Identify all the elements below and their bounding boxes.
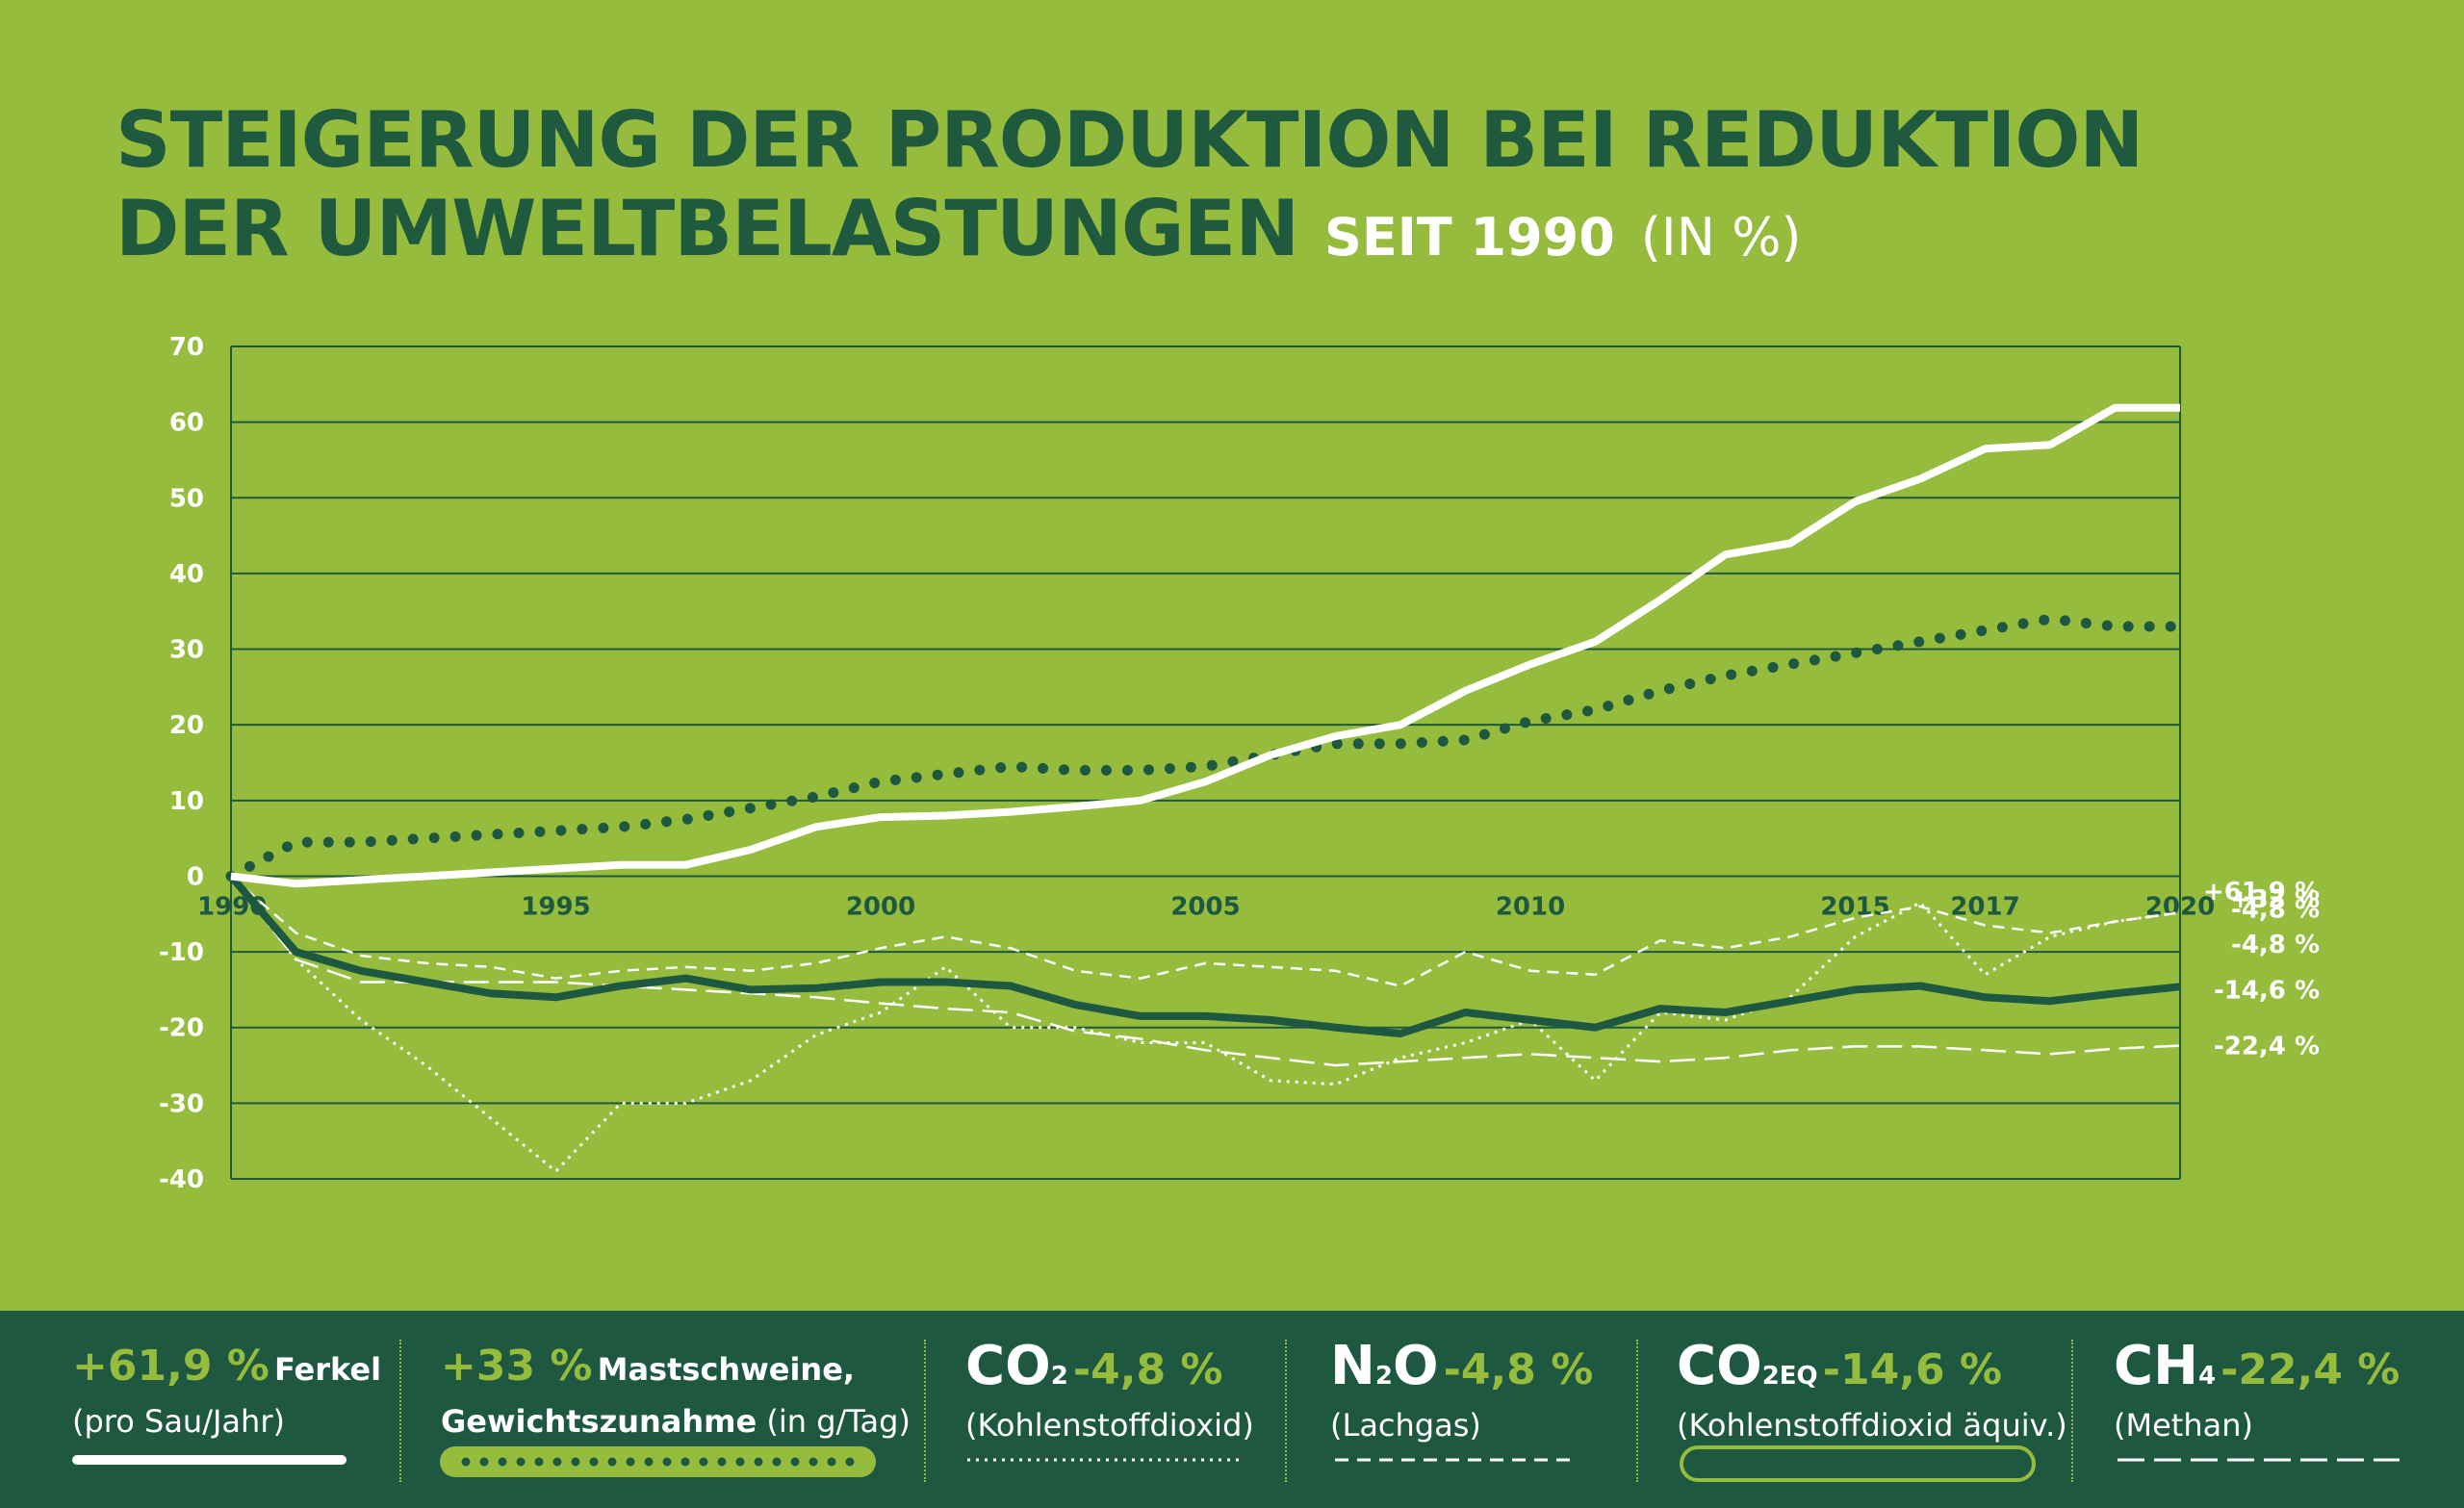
- grid: [230, 345, 2181, 1180]
- x-tick-label: 2000: [846, 892, 915, 921]
- legend-pct-mastschweine: +33 %: [441, 1342, 593, 1391]
- legend-item-n2o: N2O -4,8 % (Lachgas): [1330, 1340, 1593, 1444]
- legend-swatch-co2eq: [1680, 1445, 2036, 1482]
- legend-desc-ferkel: (pro Sau/Jahr): [72, 1403, 285, 1440]
- legend-desc-co2eq: (Kohlenstoffdioxid äquiv.): [1677, 1407, 2067, 1444]
- y-axis: 70 60 50 40 30 20 10 0 -10 -20 -30 -40: [159, 333, 204, 1194]
- legend-swatch-co2: [967, 1458, 1240, 1462]
- legend-separator: [2071, 1340, 2073, 1482]
- title-line-2: DER UMWELTBELASTUNGEN SEIT 1990 (IN %): [116, 185, 2143, 282]
- x-axis: 1990 1995 2000 2005 2010 2015 2017 2020: [197, 892, 2215, 921]
- series-line-co2eq: [227, 873, 2181, 1037]
- y-tick-label: 0: [187, 862, 204, 891]
- legend-pct-co2: -4,8 %: [1072, 1345, 1223, 1394]
- legend-pct-n2o: -4,8 %: [1443, 1345, 1594, 1394]
- series-lines: [225, 403, 2186, 1173]
- end-label-ferkel: +61,9 %: [2203, 878, 2320, 907]
- y-tick-label: 60: [169, 409, 204, 438]
- legend-gas-co2eq: CO2EQ: [1677, 1335, 1818, 1397]
- chart-title: STEIGERUNG DER PRODUKTION BEI REDUKTION …: [116, 96, 2143, 282]
- series-line-co2: [230, 875, 2181, 987]
- legend-bar: +61,9 % Ferkel (pro Sau/Jahr) +33 % Mast…: [0, 1311, 2464, 1508]
- series-line-mastschweine: [225, 613, 2186, 882]
- y-tick-label: 20: [169, 711, 204, 740]
- legend-swatch-ferkel: [72, 1455, 346, 1465]
- end-label-co2: -4,8 %: [2231, 895, 2320, 924]
- title-line-1: STEIGERUNG DER PRODUKTION BEI REDUKTION: [116, 95, 2143, 185]
- title-line-2-main: DER UMWELTBELASTUNGEN: [116, 184, 1299, 273]
- y-tick-label: -30: [159, 1089, 204, 1118]
- legend-item-mastschweine: +33 % Mastschweine, Gewichtszunahme (in …: [441, 1340, 911, 1441]
- end-label-mastschweine: +33 %: [2230, 885, 2320, 914]
- legend-gas-n2o: N2O: [1330, 1335, 1439, 1397]
- title-suffix-bold: SEIT 1990: [1324, 207, 1615, 268]
- legend-gas-ch4: CH4: [2114, 1335, 2217, 1397]
- legend-pct-ch4: -22,4 %: [2220, 1345, 2400, 1394]
- end-label-ch4: -22,4 %: [2214, 1033, 2320, 1061]
- series-line-ferkel: [230, 403, 2180, 888]
- legend-pct-co2eq: -14,6 %: [1822, 1345, 2002, 1394]
- legend-item-co2eq: CO2EQ -14,6 % (Kohlenstoffdioxid äquiv.): [1677, 1340, 2067, 1444]
- y-tick-label: 70: [169, 333, 204, 362]
- end-label-n2o: -4,8 %: [2231, 931, 2320, 959]
- legend-name-mastschweine: Mastschweine,: [597, 1351, 856, 1388]
- y-tick-label: -40: [159, 1165, 204, 1194]
- y-tick-label: 10: [169, 787, 204, 816]
- y-tick-label: -20: [159, 1014, 204, 1043]
- series-line-n2o: [229, 875, 2181, 1173]
- legend-item-ch4: CH4 -22,4 % (Methan): [2114, 1340, 2400, 1444]
- end-labels: +61,9 %+33 %-4,8 %-4,8 %-14,6 %-22,4 %: [2203, 878, 2320, 1061]
- y-tick-label: -10: [159, 938, 204, 967]
- legend-pct-ferkel: +61,9 %: [72, 1342, 270, 1391]
- y-tick-label: 50: [169, 484, 204, 513]
- legend-swatch-n2o: [1335, 1458, 1578, 1462]
- series-line-ch4: [230, 875, 2181, 1067]
- legend-desc-bold-mastschweine: Gewichtszunahme: [441, 1403, 757, 1440]
- legend-desc-mastschweine: (in g/Tag): [766, 1403, 911, 1440]
- x-tick-label: 1995: [521, 892, 590, 921]
- x-tick-label: 2017: [1950, 892, 2019, 921]
- y-tick-label: 30: [169, 636, 204, 665]
- legend-item-co2: CO2 -4,8 % (Kohlenstoffdioxid): [965, 1340, 1254, 1444]
- legend-separator: [399, 1340, 401, 1482]
- legend-separator: [1285, 1340, 1287, 1482]
- legend-desc-n2o: (Lachgas): [1330, 1407, 1481, 1444]
- end-label-co2eq: -14,6 %: [2214, 976, 2320, 1005]
- legend-gas-co2: CO2: [965, 1335, 1068, 1397]
- legend-separator: [924, 1340, 926, 1482]
- legend-desc-ch4: (Methan): [2114, 1407, 2253, 1444]
- legend-swatch-mastschweine: [440, 1446, 876, 1477]
- legend-item-ferkel: +61,9 % Ferkel (pro Sau/Jahr): [72, 1340, 381, 1441]
- y-tick-label: 40: [169, 560, 204, 589]
- x-tick-label: 2005: [1170, 892, 1240, 921]
- title-suffix-light: (IN %): [1640, 207, 1802, 268]
- x-tick-label: 2015: [1820, 892, 1889, 921]
- x-tick-label: 2010: [1496, 892, 1565, 921]
- legend-separator: [1636, 1340, 1638, 1482]
- legend-desc-co2: (Kohlenstoffdioxid): [965, 1407, 1254, 1444]
- legend-swatch-ch4: [2118, 1458, 2400, 1462]
- legend-name-ferkel: Ferkel: [273, 1351, 382, 1388]
